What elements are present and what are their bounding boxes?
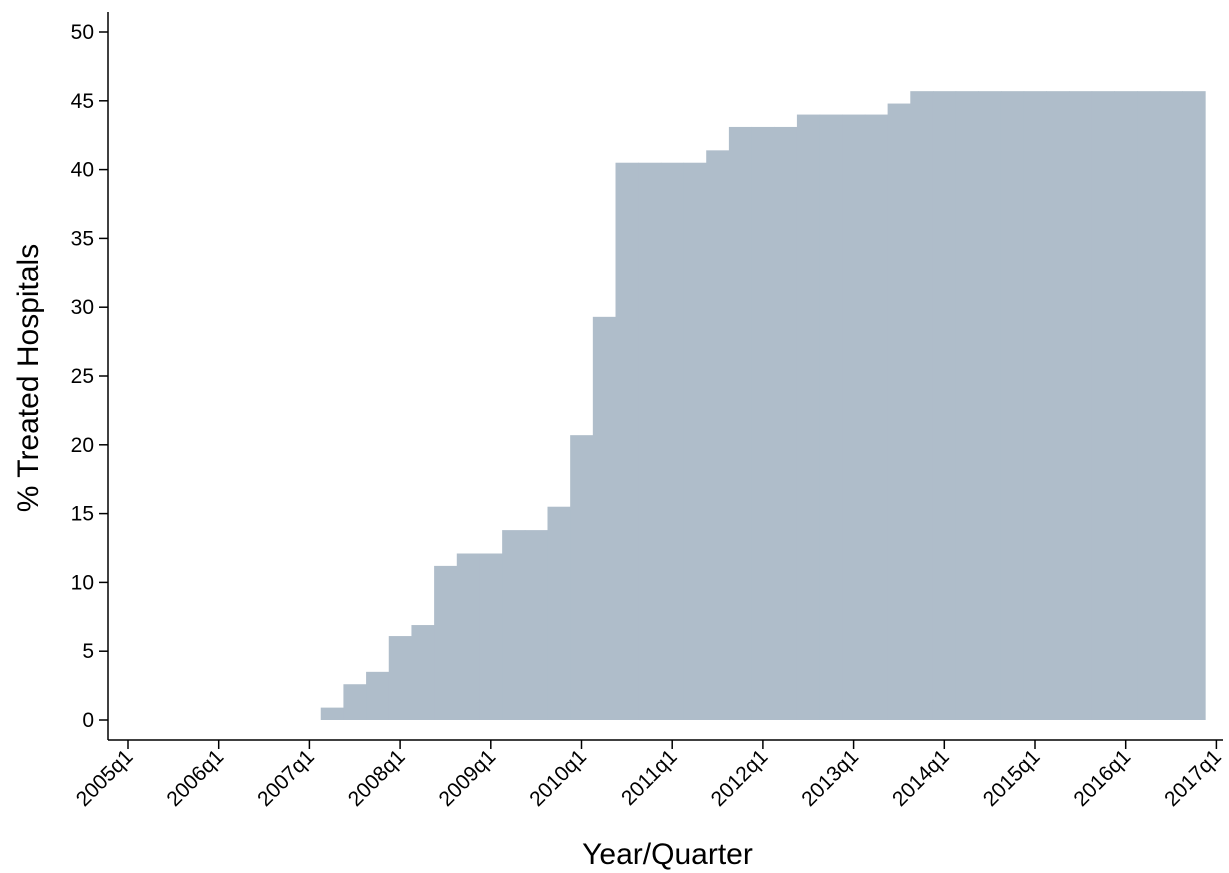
bar-2016q1: [1114, 91, 1138, 721]
x-tick-label: 2015q1: [979, 745, 1045, 811]
x-tick-label: 2006q1: [162, 745, 228, 811]
x-tick-label: 2007q1: [253, 745, 319, 811]
bar-2013q3: [887, 103, 911, 720]
x-tick-label: 2017q1: [1160, 745, 1226, 811]
x-tick-label: 2005q1: [72, 745, 138, 811]
bar-2015q3: [1069, 91, 1093, 721]
bar-2012q2: [774, 126, 798, 721]
bar-2016q2: [1137, 91, 1161, 721]
x-tick-label: 2008q1: [344, 745, 410, 811]
bar-2015q2: [1046, 91, 1070, 721]
bar-2013q2: [864, 114, 889, 720]
bar-2011q3: [706, 150, 730, 720]
x-ticks: 2005q1 2006q1 2007q1 2008q1 2009q1 2010q1 2011…: [72, 740, 1226, 811]
x-tick-label: 2016q1: [1069, 745, 1135, 811]
bar-2014q2: [955, 91, 979, 721]
y-tick-label: 15: [71, 503, 94, 526]
bar-2008q2: [411, 625, 435, 720]
x-tick-label: 2012q1: [707, 745, 773, 811]
bar-2016q4: [1182, 91, 1206, 721]
x-tick-label: 2013q1: [797, 745, 863, 811]
bar-2014q3: [978, 91, 1002, 721]
bar-2009q3: [524, 530, 549, 720]
y-tick-label: 50: [71, 21, 94, 44]
bar-2014q4: [1000, 91, 1025, 721]
x-tick-label: 2011q1: [617, 745, 682, 810]
y-tick-label: 20: [71, 434, 94, 457]
bar-2013q4: [910, 91, 934, 721]
bar-2010q2: [592, 316, 617, 720]
bar-2010q1: [570, 435, 594, 720]
y-tick-label: 5: [82, 640, 94, 663]
y-tick-label: 10: [71, 571, 94, 594]
y-tick-label: 40: [71, 159, 94, 182]
bar-2010q4: [638, 162, 662, 721]
y-tick-label: 45: [71, 90, 94, 113]
bar-2011q4: [728, 126, 753, 721]
bar-2011q2: [683, 162, 707, 721]
bar-2015q4: [1091, 91, 1115, 721]
bar-2009q2: [502, 530, 526, 720]
x-axis-title: Year/Quarter: [582, 838, 753, 871]
bar-2010q3: [615, 162, 639, 721]
bar-2013q1: [842, 114, 866, 720]
bar-2011q1: [660, 162, 685, 721]
bar-2009q1: [479, 553, 503, 720]
bar-2008q4: [456, 553, 481, 720]
x-tick-label: 2010q1: [525, 745, 591, 811]
bar-2014q1: [932, 91, 957, 721]
y-ticks: 0 5 10 15 20 25 30 35 40 45 50: [71, 21, 108, 732]
bar-2016q3: [1159, 91, 1183, 721]
x-tick-label: 2009q1: [435, 745, 501, 811]
bars-group: [320, 91, 1206, 721]
bar-2007q3: [343, 684, 367, 720]
x-tick-label: 2014q1: [888, 745, 954, 811]
y-tick-label: 30: [71, 296, 94, 319]
y-tick-label: 0: [82, 709, 94, 732]
y-axis-title: % Treated Hospitals: [12, 244, 45, 512]
bar-2012q1: [751, 126, 775, 721]
bar-2015q1: [1023, 91, 1047, 721]
y-tick-label: 25: [71, 365, 94, 388]
y-tick-label: 35: [71, 227, 94, 250]
bar-2007q2: [320, 707, 345, 720]
bar-2012q3: [796, 114, 821, 720]
bar-2008q3: [434, 565, 458, 720]
bar-2007q4: [366, 671, 390, 720]
bar-2009q4: [547, 506, 571, 720]
bar-2012q4: [819, 114, 843, 720]
bar-2008q1: [388, 636, 413, 720]
